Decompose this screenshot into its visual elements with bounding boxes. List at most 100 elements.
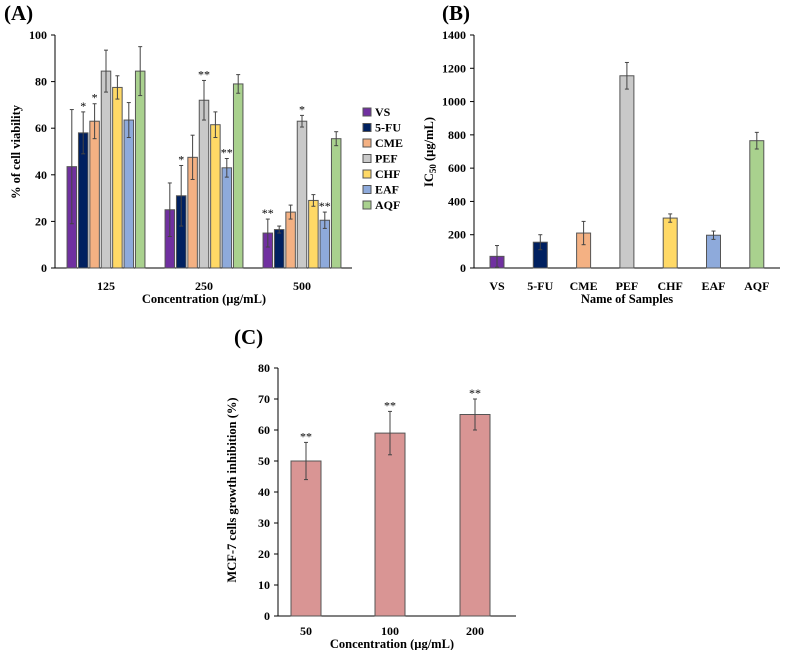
panel-b-plot: 0 200 400 600 800 1000 1200 1400 VS 5-FU CME PEF CHF… [442,28,780,293]
bar [619,75,635,269]
panel-c: (C) MCF-7 cells growth inhibition (%) Co… [225,325,516,650]
panel-c-xlabel: Concentration (µg/mL) [330,637,454,650]
bar [198,99,210,269]
x-tick-label: 50 [300,624,312,638]
legend-swatch [362,154,372,163]
ylabel-unit: (µg/mL) [422,117,436,164]
bar [285,211,296,269]
y-tick-label: 80 [35,75,47,89]
bar [134,70,146,269]
panel-a-plot: 020406080100125**250*****500*****VS5-FUC… [29,28,403,293]
panel-c-plot: 0 10 20 30 40 50 60 70 80 ** 50 ** 100 ** 200 [258,361,516,638]
x-tick-label: 5-FU [527,279,553,293]
panel-c-ylabel: MCF-7 cells growth inhibition (%) [225,397,239,582]
bar [308,199,319,269]
panel-b: (B) IC50 (µg/mL) Name of Samples 0 200 400… [422,1,780,306]
x-tick-label: 500 [293,279,311,293]
panel-b-ylabel: IC50 (µg/mL) [422,117,438,187]
panel-b-label: (B) [442,1,470,25]
bar [112,86,123,269]
significance-mark: ** [221,145,233,159]
y-tick-label: 600 [448,161,466,175]
legend-swatch [362,200,372,210]
legend-swatch [362,138,372,148]
y-tick-label: 70 [258,392,270,406]
significance-mark: * [92,91,98,105]
bar [89,120,100,269]
legend-label: PEF [375,152,398,166]
y-tick-label: 200 [448,228,466,242]
y-tick-label: 400 [448,194,466,208]
ylabel-sub: 50 [428,164,438,174]
y-tick-label: 1200 [442,61,466,75]
panel-c-label: (C) [234,325,263,349]
legend-label: AQF [375,198,400,212]
bar [662,217,678,269]
y-tick-label: 20 [35,214,47,228]
x-tick-label: 100 [381,624,399,638]
y-tick-label: 30 [258,516,270,530]
significance-mark: * [178,152,184,166]
panel-a-ylabel: % of cell viability [9,104,23,199]
significance-mark: * [80,99,86,113]
y-tick-label: 1000 [442,95,466,109]
significance-mark: ** [262,206,274,220]
x-tick-label: VS [489,279,505,293]
panel-a: (A) % of cell viability Concentration (µ… [4,1,403,306]
y-tick-label: 40 [35,168,47,182]
y-tick-label: 100 [29,28,47,42]
y-tick-label: 800 [448,128,466,142]
bar [459,414,491,617]
panel-b-xlabel: Name of Samples [581,292,673,306]
y-tick-label: 0 [460,261,466,275]
bar [706,234,721,269]
significance-mark: ** [384,398,396,412]
x-tick-label: PEF [616,279,639,293]
legend-swatch [362,169,372,179]
y-tick-label: 50 [258,454,270,468]
legend-label: 5-FU [375,121,401,135]
x-tick-label: CME [570,279,598,293]
y-tick-label: 60 [258,423,270,437]
y-tick-label: 40 [258,485,270,499]
bar [273,229,285,269]
legend-label: VS [375,105,391,119]
x-tick-label: 250 [195,279,213,293]
y-tick-label: 10 [258,578,270,592]
significance-mark: ** [198,67,210,81]
bar [232,83,244,269]
legend-label: CHF [375,167,400,181]
x-tick-label: 200 [466,624,484,638]
x-tick-label: EAF [702,279,726,293]
legend-label: CME [375,136,403,150]
bar [210,124,221,269]
panel-a-xlabel: Concentration (µg/mL) [142,292,266,306]
ylabel-main: IC [422,173,436,187]
legend-swatch [362,107,372,117]
bar [330,138,342,269]
bar [123,119,135,269]
y-tick-label: 1400 [442,28,466,42]
y-tick-label: 20 [258,547,270,561]
legend-label: EAF [375,183,399,197]
y-tick-label: 60 [35,121,47,135]
bar [296,120,308,269]
bar [100,70,112,269]
significance-mark: ** [300,429,312,443]
significance-mark: ** [469,386,481,400]
legend-swatch [362,185,372,194]
y-tick-label: 0 [41,261,47,275]
y-tick-label: 0 [264,609,270,623]
significance-mark: ** [319,199,331,213]
bar [749,140,765,269]
x-tick-label: AQF [744,279,769,293]
x-tick-label: 125 [97,279,115,293]
bar [290,460,322,617]
x-tick-label: CHF [658,279,683,293]
significance-mark: * [299,102,305,116]
bar [221,167,233,269]
panel-a-label: (A) [4,1,33,25]
y-tick-label: 80 [258,361,270,375]
legend-swatch [362,123,372,132]
